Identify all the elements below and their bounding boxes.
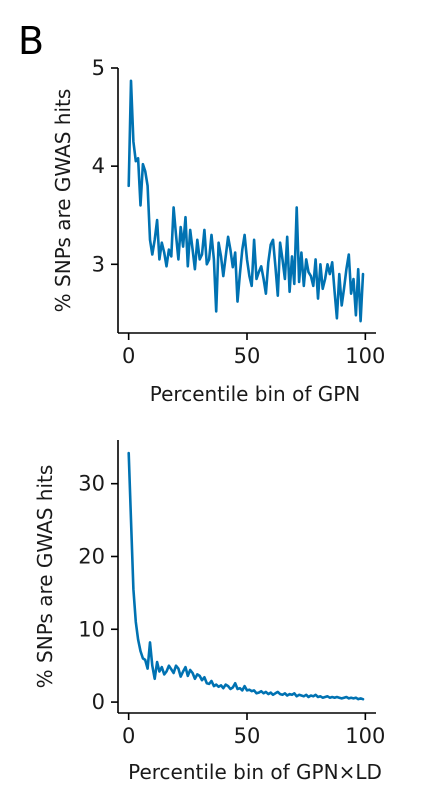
chart1-series-line-0 [127, 79, 365, 323]
chart2-y-axis-title: % SNPs are GWAS hits [33, 465, 57, 689]
chart1-x-axis-title: Percentile bin of GPN [150, 382, 360, 406]
chart1-y-tick-label-2: 5 [92, 56, 105, 80]
chart1-y-tick-label-1: 4 [92, 154, 105, 178]
chart2-series-line-0 [127, 451, 365, 701]
chart1-y-axis-title: % SNPs are GWAS hits [51, 89, 75, 313]
chart2-y-tick-label-1: 10 [78, 617, 105, 641]
chart2-y-tick-label-2: 20 [78, 544, 105, 568]
chart1-x-tick-label-1: 50 [234, 344, 261, 368]
chart2-y-tick-label-0: 0 [92, 690, 105, 714]
chart1-x-tick-label-2: 100 [345, 344, 385, 368]
chart1-y-tick-label-0: 3 [92, 252, 105, 276]
chart2-x-tick-label-0: 0 [122, 724, 135, 748]
chart2-y-tick-label-3: 30 [78, 472, 105, 496]
chart2-x-axis-title: Percentile bin of GPN×LD [128, 760, 382, 784]
chart2-x-tick-label-2: 100 [345, 724, 385, 748]
panel-label: B [18, 19, 45, 63]
chart2-x-tick-label-1: 50 [234, 724, 261, 748]
chart1-x-tick-label-0: 0 [122, 344, 135, 368]
